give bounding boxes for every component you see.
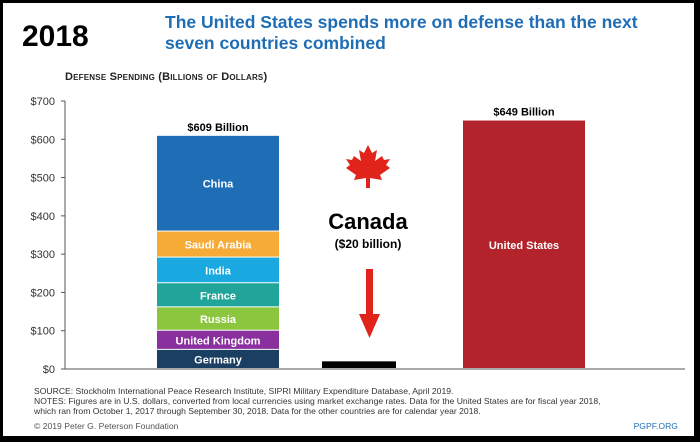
bar-segment-germany <box>157 349 279 368</box>
y-tick-label: $600 <box>31 134 55 146</box>
segment-label: Germany <box>194 354 243 366</box>
canada-value-label: ($20 billion) <box>335 237 402 251</box>
y-tick-label: $300 <box>31 249 55 261</box>
notes-line-2: which ran from October 1, 2017 through S… <box>34 406 481 416</box>
bar-segment-india <box>157 257 279 283</box>
y-tick-label: $200 <box>31 287 55 299</box>
brand-link[interactable]: PGPF.ORG <box>633 421 678 431</box>
us-total-label: $649 Billion <box>493 107 554 119</box>
bar-label-united-states: United States <box>489 240 559 252</box>
bar-segment-france <box>157 283 279 307</box>
footer-notes: SOURCE: Stockholm International Peace Re… <box>34 386 674 416</box>
bars: Germany United Kingdom Russia France India Sa… <box>157 107 585 368</box>
bar-united-states <box>463 120 585 368</box>
copyright: © 2019 Peter G. Peterson Foundation <box>34 421 179 431</box>
bar-segment-russia <box>157 307 279 330</box>
bar-canada <box>322 361 396 368</box>
segment-label: Russia <box>200 314 237 326</box>
source-note: SOURCE: Stockholm International Peace Re… <box>34 386 454 396</box>
segment-label: Saudi Arabia <box>185 240 253 252</box>
segment-label: India <box>205 265 232 277</box>
segment-label: France <box>200 290 236 302</box>
year-label: 2018 <box>22 20 89 53</box>
headline: The United States spends more on defense… <box>165 12 638 53</box>
y-tick-label: $100 <box>31 326 55 338</box>
chart-subtitle: Defense Spending (Billions of Dollars) <box>65 71 268 83</box>
y-axis: $0 $100 $200 $300 $400 $500 $600 $700 <box>31 96 685 376</box>
bar-segment-saudi-arabia <box>157 231 279 257</box>
stacked-total-label: $609 Billion <box>187 122 248 134</box>
segment-label: China <box>203 179 234 191</box>
arrow-shaft <box>366 269 373 317</box>
bar-segment-united-kingdom <box>157 330 279 349</box>
canada-label: Canada <box>328 209 408 234</box>
y-tick-label: $0 <box>43 364 55 376</box>
maple-leaf-icon <box>346 145 390 188</box>
y-tick-label: $400 <box>31 211 55 223</box>
down-arrow-icon <box>359 314 380 338</box>
y-tick-label: $700 <box>31 96 55 108</box>
segment-label: United Kingdom <box>176 335 261 347</box>
y-tick-label: $500 <box>31 173 55 185</box>
bar-segment-china <box>157 135 279 231</box>
annotations: Canada ($20 billion) <box>328 145 408 338</box>
notes-line-1: NOTES: Figures are in U.S. dollars, conv… <box>34 396 601 406</box>
